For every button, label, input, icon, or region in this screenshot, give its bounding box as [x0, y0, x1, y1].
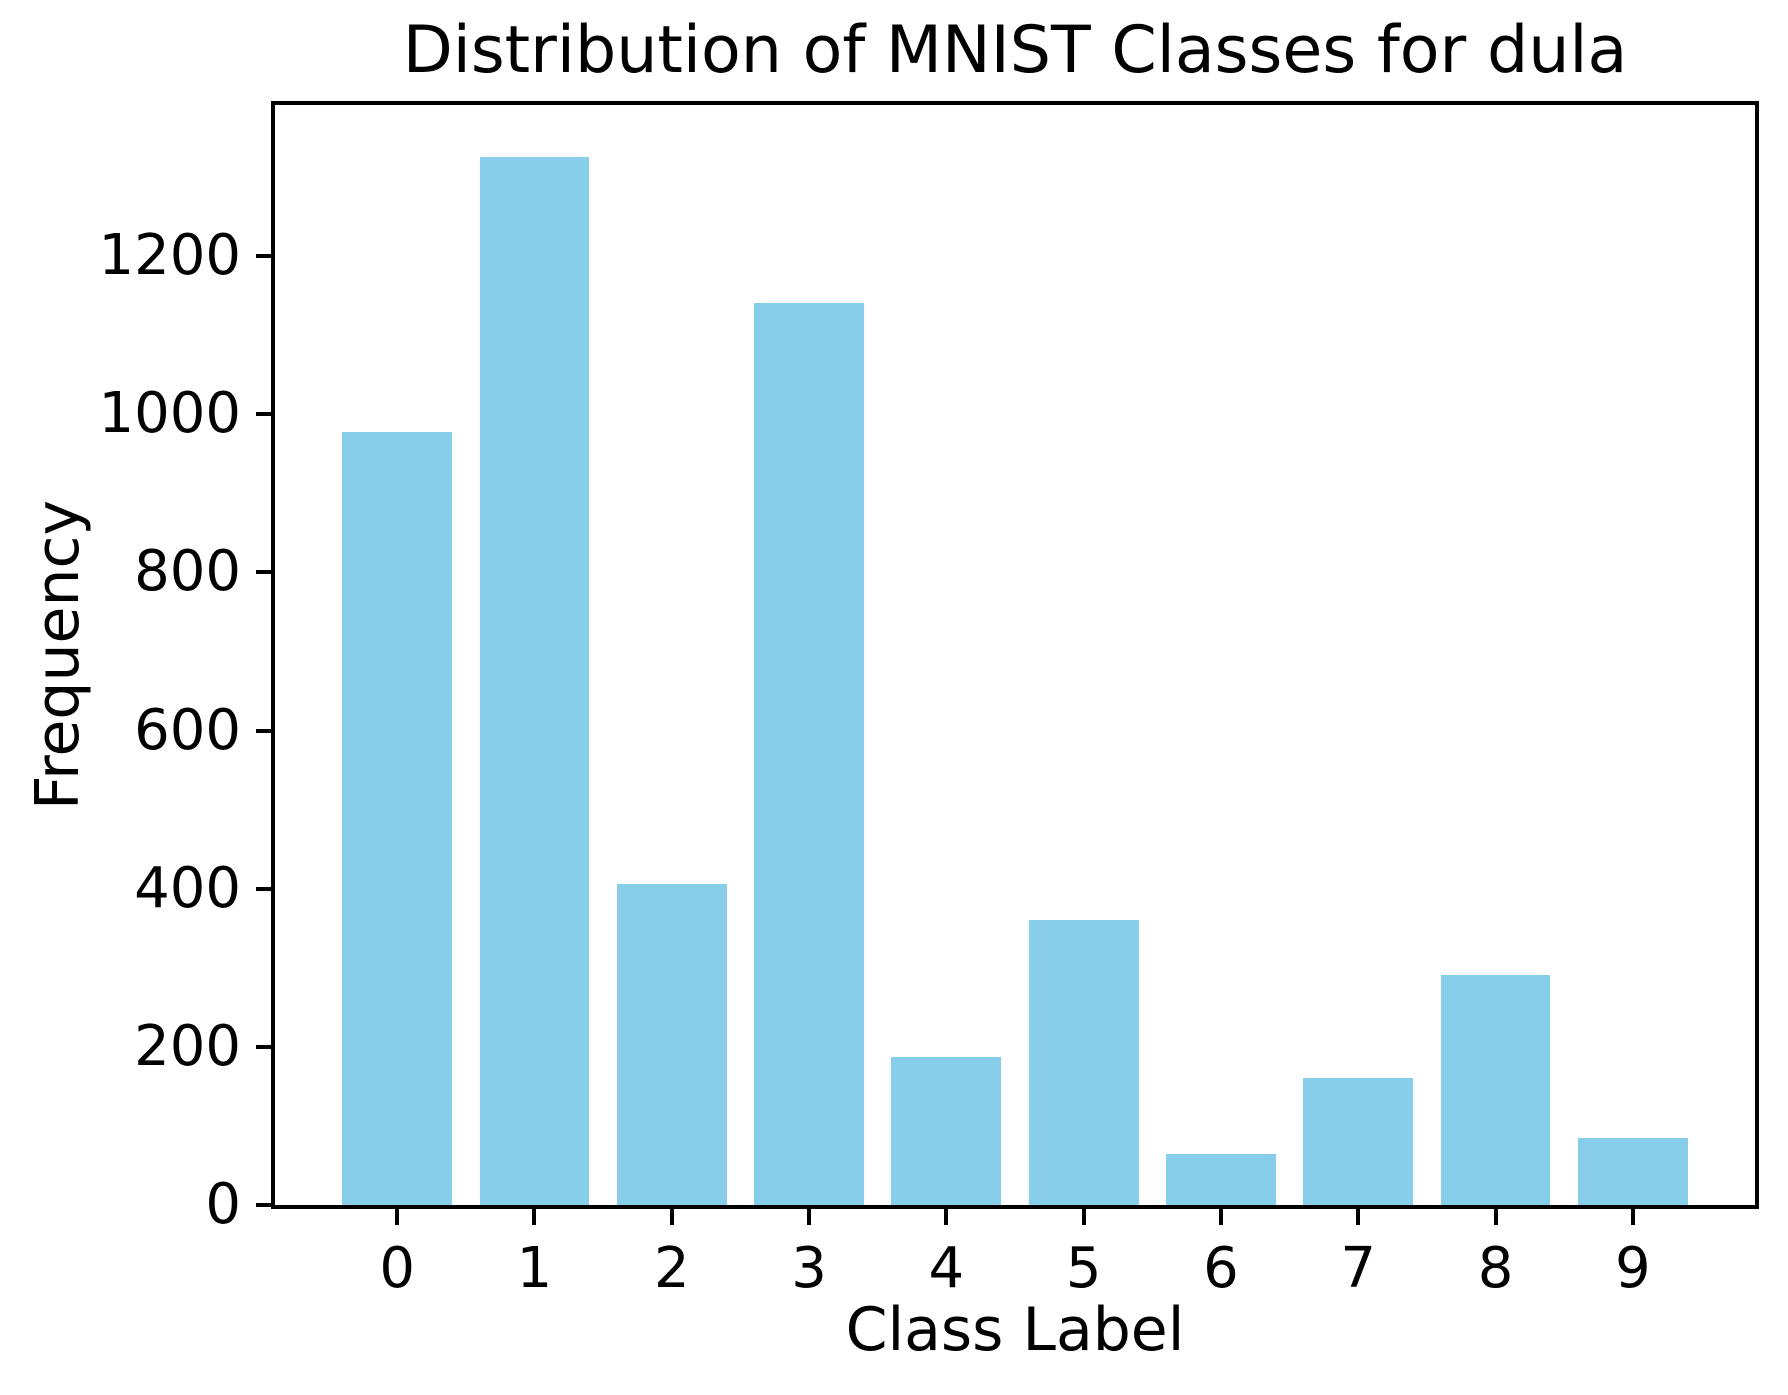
bar-class-5: [1028, 920, 1139, 1205]
bar-class-2: [616, 883, 727, 1205]
x-tick-mark-6: [1218, 1209, 1223, 1225]
x-tick-mark-8: [1493, 1209, 1498, 1225]
bar-class-6: [1166, 1153, 1276, 1205]
bar-class-4: [891, 1057, 1002, 1205]
x-tick-label-2: 2: [653, 1236, 690, 1301]
x-tick-mark-3: [807, 1209, 812, 1225]
y-tick-label-800: 800: [134, 539, 241, 605]
x-tick-label-6: 6: [1203, 1236, 1239, 1301]
bar-class-0: [342, 431, 453, 1205]
x-tick-label-5: 5: [1065, 1236, 1102, 1301]
x-tick-mark-1: [532, 1209, 537, 1225]
y-axis-label: Frequency: [23, 500, 93, 810]
bar-class-3: [754, 302, 864, 1205]
plot-area: 0 1 2 3 4 5 6 7 8 9 0 200 400 600 800 1000 1200: [98, 101, 1759, 1301]
y-tick-label-1200: 1200: [98, 223, 241, 289]
x-tick-mark-2: [669, 1209, 674, 1225]
x-tick-label-4: 4: [928, 1236, 965, 1301]
x-tick-label-8: 8: [1477, 1236, 1514, 1301]
x-tick-label-9: 9: [1614, 1236, 1651, 1301]
y-tick-label-1000: 1000: [98, 381, 241, 447]
y-tick-label-400: 400: [134, 855, 241, 921]
y-tick-mark-800: [256, 570, 271, 575]
bar-class-9: [1577, 1137, 1688, 1205]
y-tick-label-600: 600: [134, 697, 241, 763]
x-tick-mark-9: [1630, 1209, 1635, 1225]
y-tick-mark-200: [256, 1044, 271, 1049]
y-tick-label-200: 200: [134, 1013, 241, 1079]
x-tick-mark-5: [1081, 1209, 1086, 1225]
x-tick-mark-0: [395, 1209, 400, 1225]
y-tick-mark-600: [256, 728, 271, 733]
y-tick-mark-400: [256, 886, 271, 891]
bar-class-1: [479, 157, 590, 1205]
x-tick-label-0: 0: [379, 1236, 416, 1301]
x-tick-label-3: 3: [791, 1236, 827, 1301]
chart-title: Distribution of MNIST Classes for dula: [402, 13, 1628, 88]
x-tick-mark-4: [944, 1209, 949, 1225]
bar-class-7: [1303, 1077, 1414, 1205]
y-tick-mark-1200: [256, 254, 271, 259]
x-axis-label: Class Label: [845, 1295, 1185, 1365]
y-tick-mark-1000: [256, 412, 271, 417]
x-tick-label-1: 1: [516, 1236, 553, 1301]
y-tick-mark-0: [256, 1203, 271, 1207]
x-tick-label-7: 7: [1340, 1236, 1377, 1301]
x-tick-mark-7: [1356, 1209, 1361, 1225]
bar-class-8: [1440, 974, 1551, 1205]
y-tick-label-0: 0: [205, 1172, 241, 1237]
